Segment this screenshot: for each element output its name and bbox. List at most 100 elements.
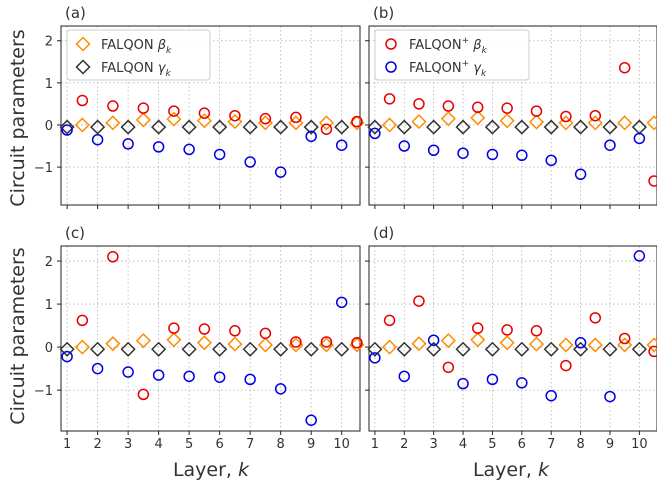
diamond-point bbox=[528, 336, 545, 352]
panel-c: 1 2 3 4 5 6 7 8 9 10 −1 0 1 2 (c) bbox=[34, 224, 365, 452]
circle-point bbox=[137, 388, 150, 401]
panel-label: (b) bbox=[373, 4, 394, 22]
diamond-point bbox=[484, 341, 500, 357]
diamond-point bbox=[440, 333, 456, 349]
diamond-point bbox=[90, 341, 106, 357]
legend-label: FALQON γk bbox=[101, 61, 171, 79]
x-tick-label: 6 bbox=[518, 437, 526, 452]
panel-label: (d) bbox=[373, 224, 394, 242]
diamond-point bbox=[499, 335, 515, 351]
circle-point bbox=[457, 377, 469, 390]
diamond-point bbox=[196, 335, 212, 351]
circle-point bbox=[633, 250, 646, 262]
circle-point bbox=[351, 115, 363, 128]
circle-point bbox=[229, 325, 241, 337]
circle-point bbox=[91, 133, 104, 146]
diamond-point bbox=[334, 119, 350, 135]
circle-point bbox=[574, 168, 587, 181]
legend-label: FALQON βk bbox=[101, 38, 172, 56]
diamond-point bbox=[74, 339, 90, 355]
diamond-point bbox=[646, 337, 657, 353]
y-tick-label: −1 bbox=[34, 384, 53, 399]
y-tick-label: 2 bbox=[45, 255, 53, 270]
x-tick-label: 5 bbox=[488, 437, 496, 452]
y-tick-label: 0 bbox=[45, 119, 53, 134]
circle-point bbox=[530, 105, 543, 117]
panel-b: (b) FALQON+ βk FALQON+ γk bbox=[365, 4, 657, 209]
x-tick-label: 4 bbox=[459, 437, 467, 452]
diamond-point bbox=[318, 115, 334, 131]
circle-point bbox=[633, 132, 646, 145]
circle-point bbox=[369, 127, 381, 140]
diamond-point bbox=[196, 113, 212, 129]
diamond-point bbox=[242, 119, 258, 135]
circle-point bbox=[76, 94, 89, 107]
circle-point bbox=[274, 383, 287, 395]
circle-point bbox=[471, 322, 484, 334]
circle-point bbox=[648, 175, 657, 187]
diamond-point bbox=[367, 341, 383, 357]
panel-label: (c) bbox=[65, 224, 85, 242]
diamond-point bbox=[303, 119, 319, 135]
legend-box bbox=[66, 29, 211, 81]
diamond-point bbox=[602, 119, 618, 135]
circle-point bbox=[427, 334, 440, 346]
diamond-point bbox=[181, 341, 197, 357]
diamond-point bbox=[543, 341, 559, 357]
y-axis-label-top: Circuit parameters bbox=[7, 29, 29, 206]
circle-point bbox=[516, 377, 528, 389]
circle-point bbox=[61, 350, 73, 363]
circle-point bbox=[168, 105, 180, 117]
legend-marker bbox=[75, 36, 91, 52]
circle-point bbox=[604, 139, 616, 151]
circle-point bbox=[427, 144, 440, 156]
x-tick-label: 8 bbox=[277, 437, 285, 452]
x-axis-label-left: Layer, k bbox=[173, 459, 250, 481]
circle-point bbox=[76, 314, 89, 327]
diamond-point bbox=[411, 114, 427, 130]
circle-point bbox=[168, 322, 180, 334]
x-tick-label: 7 bbox=[246, 437, 254, 452]
diamond-point bbox=[617, 115, 633, 131]
circle-point bbox=[152, 141, 165, 153]
y-tick-label: 1 bbox=[45, 298, 53, 313]
diamond-point bbox=[242, 341, 258, 357]
circle-point bbox=[290, 111, 302, 124]
legend: FALQON+ βk FALQON+ γk bbox=[374, 29, 530, 81]
diamond-point bbox=[90, 119, 106, 135]
circle-point bbox=[486, 373, 499, 386]
x-tick-label: 2 bbox=[400, 437, 408, 452]
circle-point bbox=[259, 112, 272, 125]
diamond-point bbox=[120, 341, 136, 357]
circle-point bbox=[442, 100, 455, 112]
circle-point bbox=[560, 110, 572, 123]
diamond-point bbox=[59, 119, 75, 135]
y-axis-label-bottom: Circuit parameters bbox=[7, 247, 29, 424]
circle-point bbox=[618, 332, 631, 345]
diamond-point bbox=[74, 117, 90, 133]
diamond-point bbox=[455, 341, 471, 357]
x-tick-label: 3 bbox=[430, 437, 438, 452]
circle-point bbox=[442, 361, 455, 374]
circle-point bbox=[530, 325, 543, 337]
legend-label: FALQON+ γk bbox=[409, 59, 487, 79]
y-tick-label: 2 bbox=[45, 35, 53, 50]
legend-marker bbox=[75, 59, 91, 75]
x-tick-label: 6 bbox=[216, 437, 224, 452]
circle-point bbox=[305, 130, 317, 143]
circle-point bbox=[290, 336, 302, 348]
panel-d: 1 2 3 4 5 6 7 8 9 10 (d) bbox=[365, 224, 657, 452]
circle-point bbox=[213, 371, 226, 383]
circle-point bbox=[320, 336, 333, 348]
x-tick-label: 7 bbox=[547, 437, 555, 452]
diamond-point bbox=[135, 112, 151, 128]
circle-point bbox=[501, 324, 513, 336]
diamond-point bbox=[303, 341, 319, 357]
circle-point bbox=[560, 359, 572, 372]
legend-marker bbox=[385, 38, 397, 50]
circle-point bbox=[545, 389, 557, 402]
circle-point bbox=[259, 327, 272, 340]
x-tick-label: 9 bbox=[606, 437, 614, 452]
circle-point bbox=[229, 109, 241, 122]
panel-label: (a) bbox=[65, 4, 86, 22]
